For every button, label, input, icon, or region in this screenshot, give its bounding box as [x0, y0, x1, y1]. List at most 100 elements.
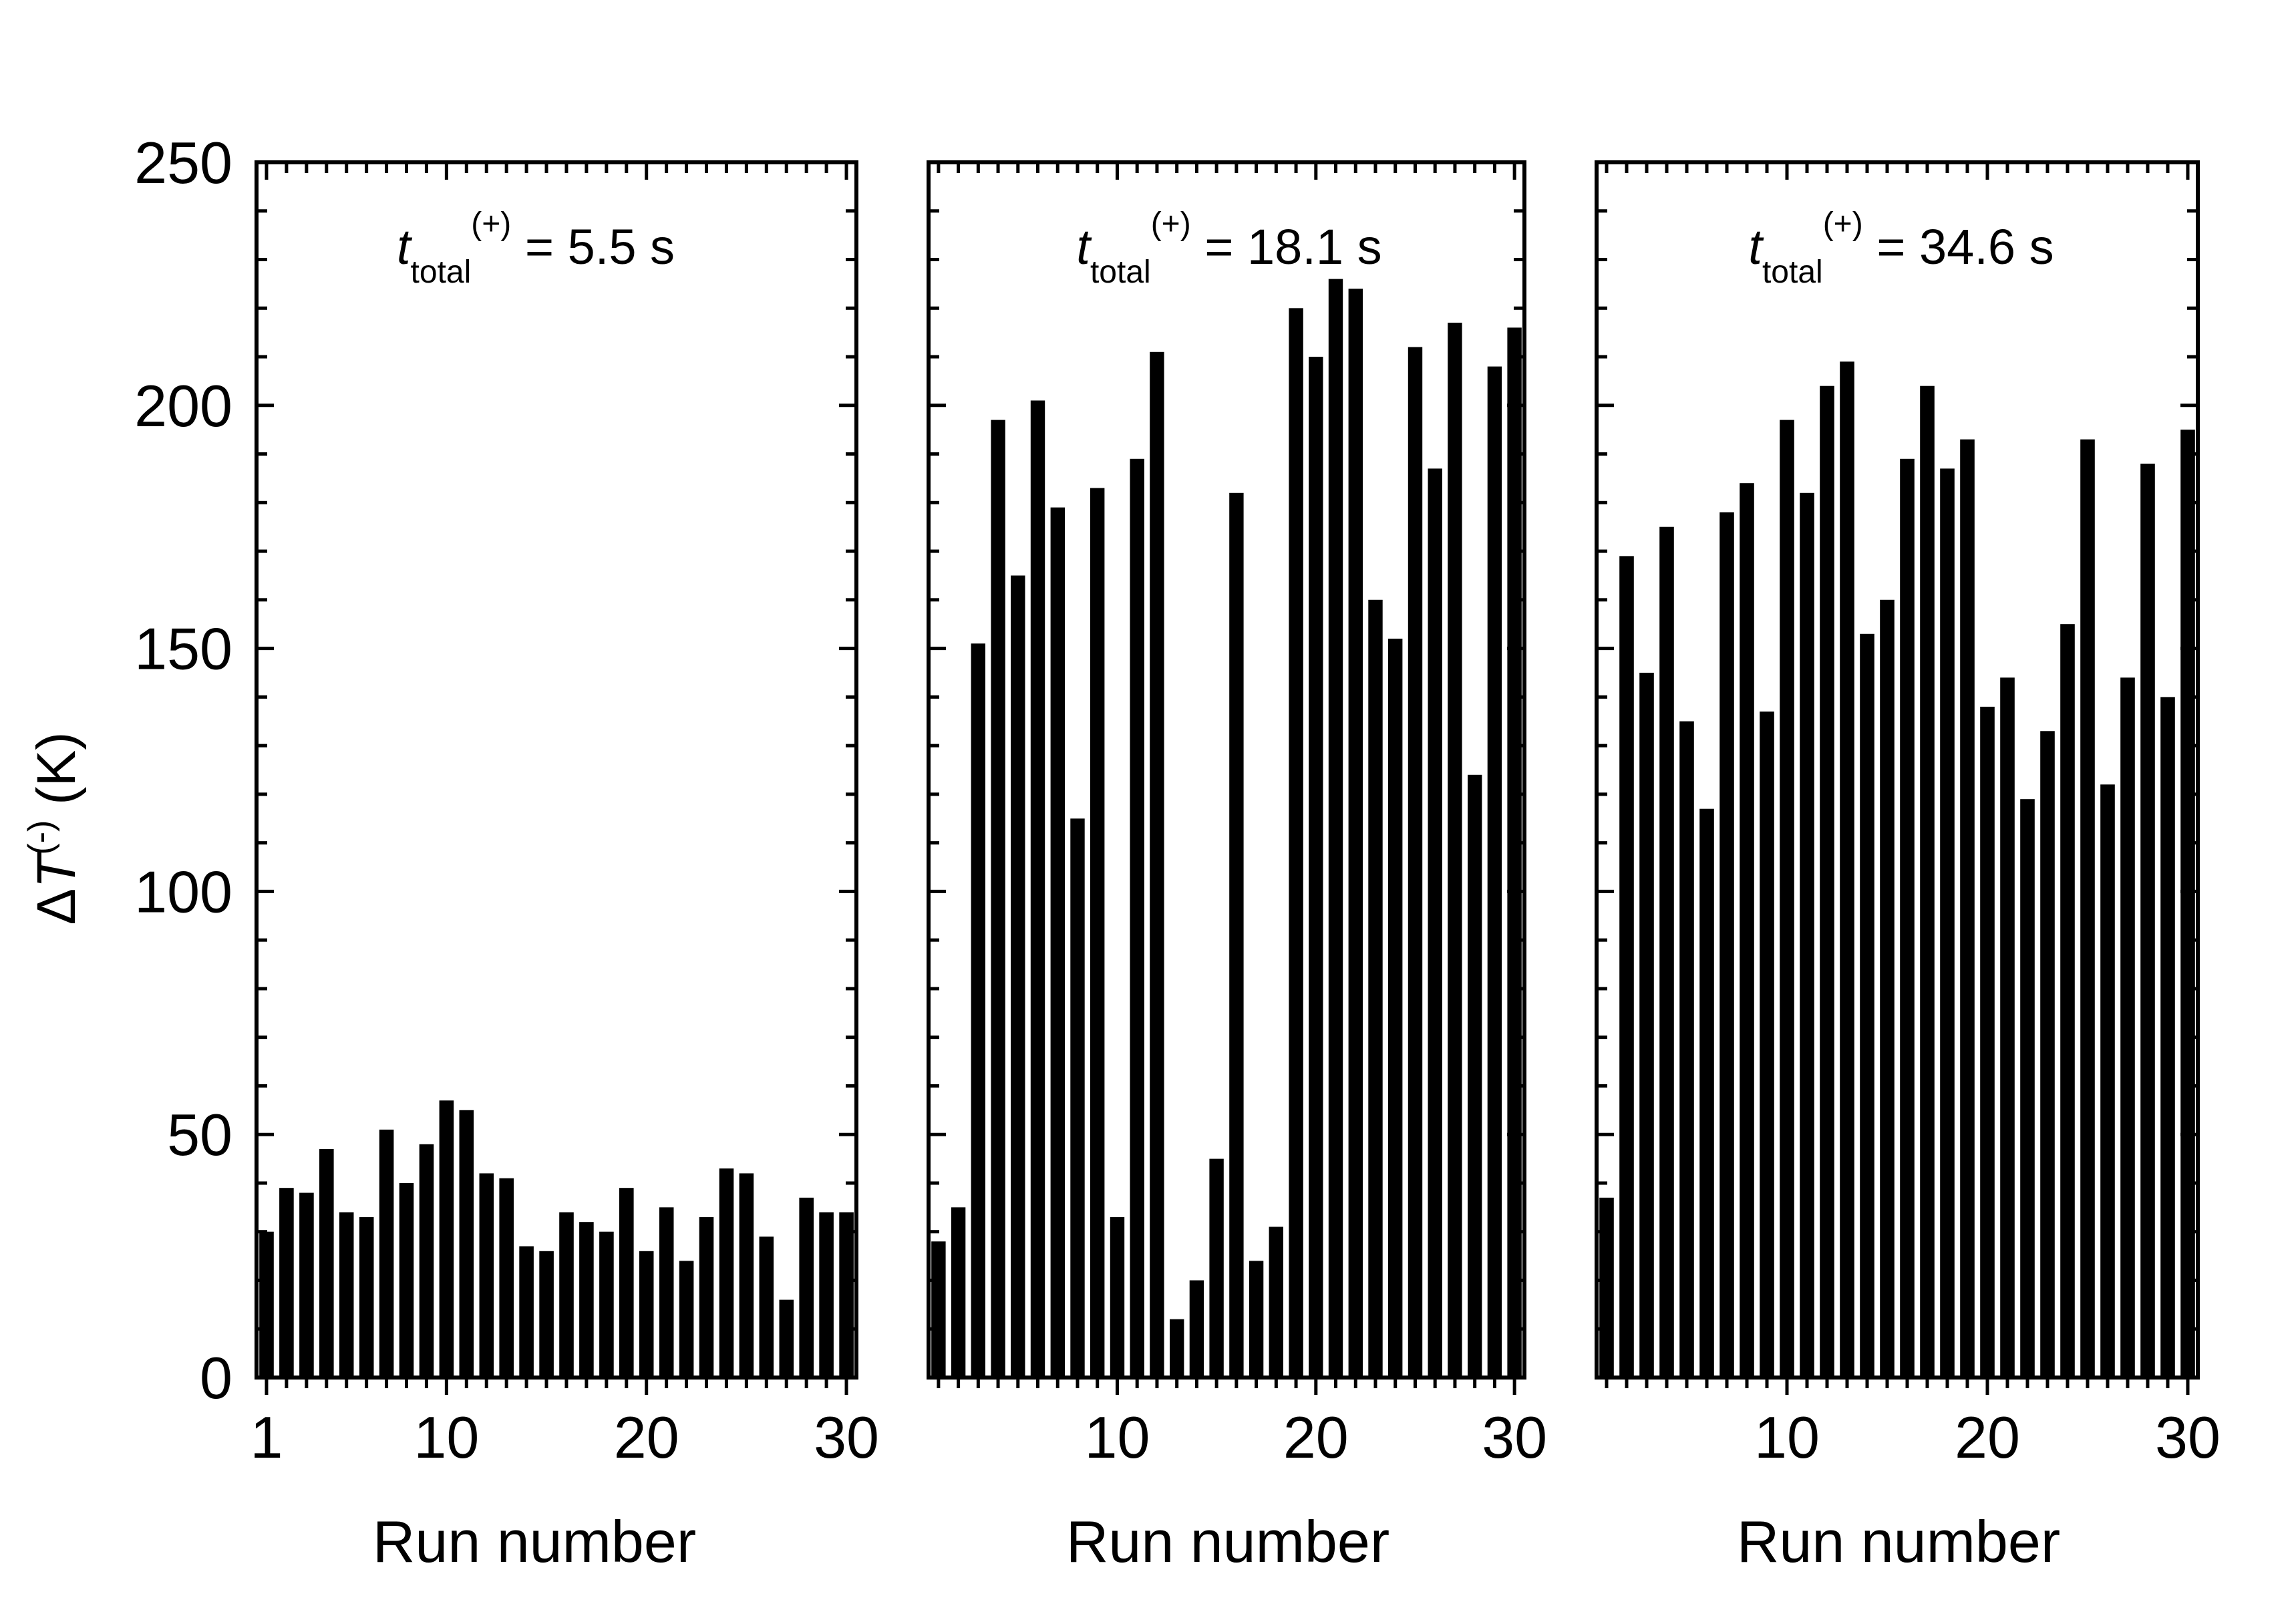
bar-series	[259, 1100, 854, 1378]
bar	[1940, 468, 1955, 1378]
bar	[1719, 512, 1734, 1378]
bar	[659, 1207, 674, 1378]
annotation-value: = 18.1 s	[1191, 219, 1382, 275]
x-tick-label: 10	[414, 1404, 479, 1470]
bar-series	[1599, 361, 2195, 1378]
x-axis-label: Run number	[1066, 1508, 1389, 1575]
bar	[379, 1129, 394, 1378]
bar	[2100, 784, 2115, 1378]
bar	[679, 1261, 694, 1378]
bar	[719, 1168, 734, 1378]
bar	[639, 1251, 654, 1378]
bar	[1110, 1217, 1125, 1378]
x-tick-label: 30	[1482, 1404, 1547, 1470]
bar	[931, 1241, 946, 1378]
x-tick-label: 20	[1283, 1404, 1349, 1470]
bar	[951, 1207, 966, 1378]
bar	[779, 1299, 794, 1378]
y-tick-label: 50	[167, 1102, 232, 1168]
bar	[1388, 639, 1403, 1378]
annotation-value: = 5.5 s	[511, 219, 675, 275]
bar	[971, 643, 985, 1378]
bar	[299, 1192, 314, 1378]
bar	[2180, 430, 2195, 1378]
bar	[1050, 507, 1065, 1378]
tick-labels: 10 20 30	[1754, 1404, 2221, 1470]
bar	[419, 1144, 434, 1378]
y-tick-label: 250	[134, 130, 232, 196]
plot-frame	[1595, 160, 2200, 1380]
bar	[519, 1246, 534, 1378]
bar	[1030, 400, 1045, 1378]
plot-frame	[927, 160, 1526, 1380]
bar	[1820, 385, 1834, 1378]
bar	[359, 1217, 374, 1378]
bar	[1011, 575, 1025, 1378]
bar	[2120, 677, 2135, 1378]
bar	[1800, 492, 1814, 1378]
bar	[1619, 556, 1634, 1378]
chart-panel-2: 10 20 30 Run number ttotal(+) = 18.1 s	[927, 160, 1547, 1575]
bar-series	[931, 279, 1522, 1378]
panel-annotation: ttotal(+) = 34.6 s	[1748, 206, 2054, 290]
bar	[259, 1231, 274, 1378]
y-tick-label: 100	[134, 858, 232, 925]
bar	[799, 1197, 814, 1378]
bar	[399, 1183, 414, 1378]
bar	[1189, 1280, 1204, 1378]
x-tick-label: 1	[250, 1404, 283, 1470]
y-axis-label-delta: Δ	[26, 889, 87, 925]
bar	[1960, 439, 1975, 1378]
bar	[1659, 526, 1674, 1378]
x-axis-label: Run number	[1737, 1508, 2060, 1575]
bar	[2020, 799, 2035, 1378]
chart-panel-1: 1 10 20 30 0 50 100 150 200 250 Run number ttotal…	[134, 130, 879, 1575]
panel-annotation: ttotal(+) = 18.1 s	[1076, 206, 1381, 290]
bar	[991, 420, 1005, 1378]
bar	[1130, 458, 1144, 1378]
bar	[1487, 366, 1502, 1378]
annotation-subscript: total	[411, 255, 472, 290]
x-tick-label: 10	[1085, 1404, 1150, 1470]
bar	[439, 1100, 454, 1378]
bar	[1209, 1158, 1224, 1378]
axes-frame	[255, 160, 858, 1395]
x-axis-label: Run number	[373, 1508, 696, 1575]
bar	[739, 1173, 754, 1378]
bar	[1468, 774, 1482, 1378]
bar	[319, 1149, 334, 1378]
bar	[2040, 731, 2055, 1378]
annotation-superscript: (+)	[1151, 206, 1191, 242]
plot-frame	[255, 160, 858, 1380]
bar	[279, 1188, 294, 1378]
bar	[2160, 697, 2175, 1378]
bar	[1289, 308, 1303, 1378]
bar	[1090, 488, 1105, 1378]
bar	[1880, 599, 1895, 1378]
bar	[2080, 439, 2095, 1378]
x-tick-label: 30	[2155, 1404, 2221, 1470]
bar	[1920, 385, 1935, 1378]
y-tick-label: 0	[200, 1345, 232, 1411]
y-tick-label: 200	[134, 373, 232, 439]
annotation-value: = 34.6 s	[1863, 219, 2054, 275]
y-axis-label-unit: (K)	[26, 732, 87, 820]
x-tick-label: 20	[614, 1404, 679, 1470]
bar	[1408, 347, 1423, 1378]
bar	[1840, 361, 1854, 1378]
bar	[1980, 706, 1995, 1378]
bar	[619, 1188, 634, 1378]
annotation-t: t	[397, 219, 413, 275]
bar	[1428, 468, 1442, 1378]
bar	[539, 1251, 554, 1378]
annotation-superscript: (+)	[1823, 206, 1863, 242]
bar	[579, 1222, 594, 1378]
y-tick-label: 150	[134, 616, 232, 682]
annotation-t: t	[1076, 219, 1092, 275]
bar	[1760, 711, 1774, 1378]
bar	[1639, 673, 1654, 1378]
bar	[1249, 1261, 1264, 1378]
bar	[1170, 1319, 1184, 1378]
bar	[459, 1110, 474, 1378]
